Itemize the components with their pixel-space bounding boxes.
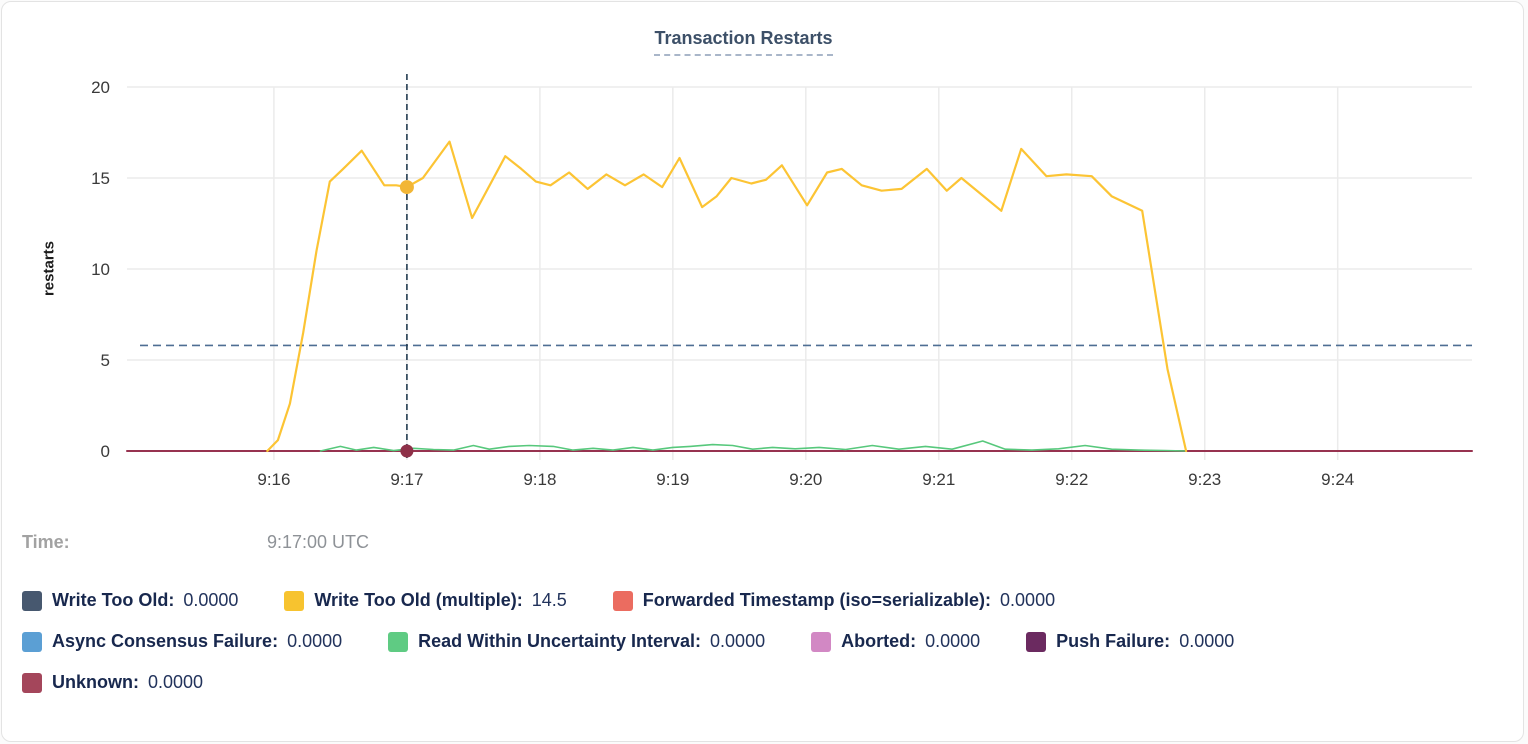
x-tick-label: 9:16 bbox=[257, 470, 290, 489]
legend-value: 0.0000 bbox=[287, 631, 343, 651]
x-tick-label: 9:23 bbox=[1188, 470, 1221, 489]
legend-row: Unknown: 0.0000 bbox=[22, 672, 1493, 693]
legend-label: Read Within Uncertainty Interval: bbox=[418, 631, 702, 651]
legend-value: 0.0000 bbox=[710, 631, 766, 651]
legend-swatch-icon bbox=[811, 631, 832, 652]
chart-plot-area[interactable]: 9:16 9:17 9:18 9:19 9:20 9:21 9:22 9:23 9:24 0 5 10… bbox=[2, 2, 1524, 510]
legend-label: Async Consensus Failure: bbox=[52, 631, 279, 651]
y-tick-label: 5 bbox=[101, 351, 110, 370]
y-tick-label: 15 bbox=[91, 169, 110, 188]
legend-item-write-too-old-multiple: Write Too Old (multiple): 14.5 bbox=[284, 590, 567, 611]
chart-title[interactable]: Transaction Restarts bbox=[654, 28, 833, 56]
y-tick-label: 0 bbox=[101, 442, 110, 461]
legend-item-read-within-uncertainty-interval: Read Within Uncertainty Interval: 0.0000 bbox=[388, 631, 765, 652]
legend-item-async-consensus-failure: Async Consensus Failure: 0.0000 bbox=[22, 631, 342, 652]
legend-label: Push Failure: bbox=[1056, 631, 1171, 651]
legend-swatch-icon bbox=[22, 590, 42, 611]
series-line-read-within-uncertainty-interval bbox=[319, 440, 1187, 452]
chart-legend: Write Too Old: 0.0000 Write Too Old (multi… bbox=[22, 590, 1493, 693]
legend-item-aborted: Aborted: 0.0000 bbox=[811, 631, 980, 652]
x-tick-label: 9:24 bbox=[1321, 470, 1354, 489]
y-tick-label: 20 bbox=[91, 78, 110, 97]
x-tick-label: 9:18 bbox=[523, 470, 556, 489]
legend-label: Unknown: bbox=[52, 672, 139, 692]
chart-title-wrap: Transaction Restarts bbox=[2, 28, 1485, 56]
legend-label: Write Too Old: bbox=[52, 590, 175, 610]
x-tick-label: 9:22 bbox=[1055, 470, 1088, 489]
legend-label: Forwarded Timestamp (iso=serializable): bbox=[642, 590, 992, 610]
legend-value: 0.0000 bbox=[183, 590, 239, 610]
hover-time-row: Time: 9:17:00 UTC bbox=[22, 532, 922, 553]
legend-value: 0.0000 bbox=[1000, 590, 1056, 610]
legend-swatch-icon bbox=[22, 672, 42, 693]
legend-value: 0.0000 bbox=[925, 631, 981, 651]
x-tick-label: 9:19 bbox=[656, 470, 689, 489]
legend-row: Async Consensus Failure: 0.0000 Read Withi… bbox=[22, 631, 1493, 652]
legend-swatch-icon bbox=[388, 631, 409, 652]
hover-time-value: 9:17:00 UTC bbox=[267, 532, 370, 552]
y-tick-label: 10 bbox=[91, 260, 110, 279]
x-tick-label: 9:21 bbox=[922, 470, 955, 489]
legend-swatch-icon bbox=[1026, 631, 1047, 652]
legend-value: 0.0000 bbox=[1179, 631, 1235, 651]
legend-item-write-too-old: Write Too Old: 0.0000 bbox=[22, 590, 238, 611]
legend-row: Write Too Old: 0.0000 Write Too Old (multi… bbox=[22, 590, 1493, 611]
hover-dot bbox=[399, 180, 414, 195]
legend-swatch-icon bbox=[612, 590, 633, 611]
legend-swatch-icon bbox=[22, 631, 42, 652]
hover-time-label: Time: bbox=[22, 532, 70, 552]
series-line-write-too-old-multiple bbox=[266, 140, 1188, 453]
x-tick-label: 9:20 bbox=[789, 470, 822, 489]
legend-item-push-failure: Push Failure: 0.0000 bbox=[1026, 631, 1234, 652]
x-tick-label: 9:17 bbox=[390, 470, 423, 489]
legend-swatch-icon bbox=[284, 590, 305, 611]
legend-item-forwarded-timestamp: Forwarded Timestamp (iso=serializable): 0… bbox=[612, 590, 1056, 611]
legend-value: 0.0000 bbox=[148, 672, 204, 692]
legend-label: Aborted: bbox=[841, 631, 917, 651]
hover-dot bbox=[400, 444, 414, 458]
legend-item-unknown: Unknown: 0.0000 bbox=[22, 672, 203, 693]
legend-label: Write Too Old (multiple): bbox=[314, 590, 523, 610]
legend-value: 14.5 bbox=[531, 590, 567, 610]
